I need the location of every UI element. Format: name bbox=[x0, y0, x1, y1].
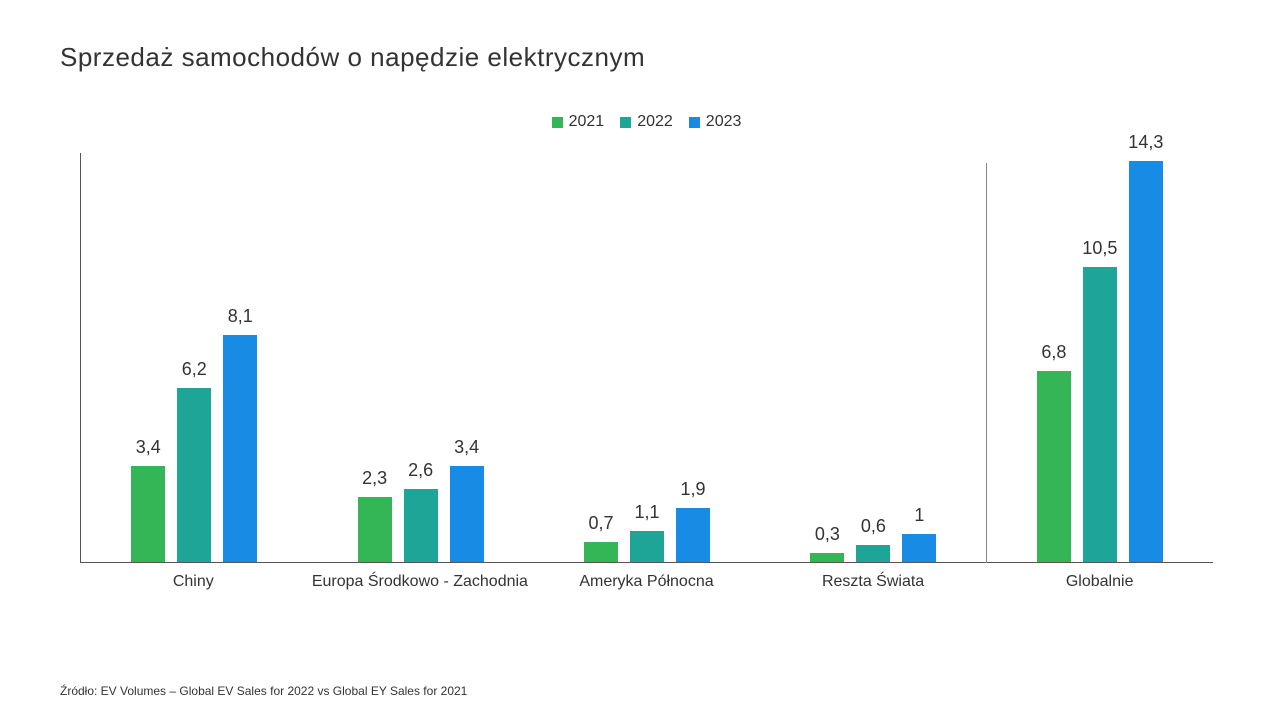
slide: Sprzedaż samochodów o napędzie elektrycz… bbox=[0, 0, 1281, 720]
bar-value-label: 0,7 bbox=[589, 513, 614, 534]
bar: 3,4 bbox=[450, 466, 484, 561]
bar-group-inner: 0,7 1,1 1,9 bbox=[568, 153, 727, 562]
bar-value-label: 1 bbox=[914, 505, 924, 526]
legend-label: 2021 bbox=[569, 113, 605, 131]
bar: 3,4 bbox=[131, 466, 165, 561]
bar-value-label: 3,4 bbox=[454, 437, 479, 458]
legend-swatch bbox=[552, 117, 563, 128]
x-axis-label: Reszta Świata bbox=[760, 563, 987, 603]
x-axis-label: Globalnie bbox=[986, 563, 1213, 603]
legend-label: 2022 bbox=[637, 113, 673, 131]
bar-group-inner: 6,8 10,5 14,3 bbox=[1021, 153, 1180, 562]
bar-group: 6,8 10,5 14,3 bbox=[987, 153, 1213, 562]
bar: 6,2 bbox=[177, 388, 211, 562]
bar-group-inner: 3,4 6,2 8,1 bbox=[115, 153, 274, 562]
bar: 1,9 bbox=[676, 508, 710, 561]
legend: 2021 2022 2023 bbox=[60, 113, 1233, 133]
bar: 2,3 bbox=[358, 497, 392, 561]
bar-group-inner: 2,3 2,6 3,4 bbox=[341, 153, 500, 562]
bar: 2,6 bbox=[404, 489, 438, 562]
bar-value-label: 14,3 bbox=[1128, 132, 1163, 153]
legend-swatch bbox=[620, 117, 631, 128]
bar-value-label: 6,2 bbox=[182, 359, 207, 380]
bar: 10,5 bbox=[1083, 267, 1117, 561]
bar-value-label: 10,5 bbox=[1082, 238, 1117, 259]
bar: 0,6 bbox=[856, 545, 890, 562]
bar-value-label: 6,8 bbox=[1041, 342, 1066, 363]
bar-value-label: 2,3 bbox=[362, 468, 387, 489]
bar-group: 3,4 6,2 8,1 bbox=[81, 153, 307, 562]
x-axis-label: Ameryka Północna bbox=[533, 563, 760, 603]
bar: 0,7 bbox=[584, 542, 618, 562]
bar-group: 0,3 0,6 1 bbox=[760, 153, 986, 562]
chart-area: 3,46,28,12,32,63,40,71,11,90,30,616,810,… bbox=[80, 153, 1213, 603]
plot: 3,46,28,12,32,63,40,71,11,90,30,616,810,… bbox=[80, 153, 1213, 563]
bar: 1,1 bbox=[630, 531, 664, 562]
bar: 8,1 bbox=[223, 335, 257, 562]
x-axis-label: Europa Środkowo - Zachodnia bbox=[307, 563, 534, 603]
legend-item-2021: 2021 bbox=[552, 113, 605, 131]
bar-value-label: 1,1 bbox=[635, 502, 660, 523]
chart-title: Sprzedaż samochodów o napędzie elektrycz… bbox=[60, 42, 1233, 73]
bar: 14,3 bbox=[1129, 161, 1163, 562]
bar-value-label: 0,3 bbox=[815, 524, 840, 545]
bar-value-label: 8,1 bbox=[228, 306, 253, 327]
bar-groups: 3,46,28,12,32,63,40,71,11,90,30,616,810,… bbox=[81, 153, 1213, 562]
x-axis-label: Chiny bbox=[80, 563, 307, 603]
legend-swatch bbox=[689, 117, 700, 128]
bar: 6,8 bbox=[1037, 371, 1071, 561]
source-footnote: Źródło: EV Volumes – Global EV Sales for… bbox=[60, 684, 467, 698]
legend-item-2022: 2022 bbox=[620, 113, 673, 131]
legend-item-2023: 2023 bbox=[689, 113, 742, 131]
bar-value-label: 0,6 bbox=[861, 516, 886, 537]
bar-value-label: 1,9 bbox=[681, 479, 706, 500]
bar-group: 0,7 1,1 1,9 bbox=[534, 153, 760, 562]
bar-group: 2,3 2,6 3,4 bbox=[307, 153, 533, 562]
bar: 1 bbox=[902, 534, 936, 562]
bar-group-inner: 0,3 0,6 1 bbox=[794, 153, 953, 562]
bar-value-label: 3,4 bbox=[136, 437, 161, 458]
group-divider bbox=[986, 163, 987, 563]
bar: 0,3 bbox=[810, 553, 844, 561]
bar-value-label: 2,6 bbox=[408, 460, 433, 481]
legend-label: 2023 bbox=[706, 113, 742, 131]
x-axis-labels: ChinyEuropa Środkowo - ZachodniaAmeryka … bbox=[80, 563, 1213, 603]
